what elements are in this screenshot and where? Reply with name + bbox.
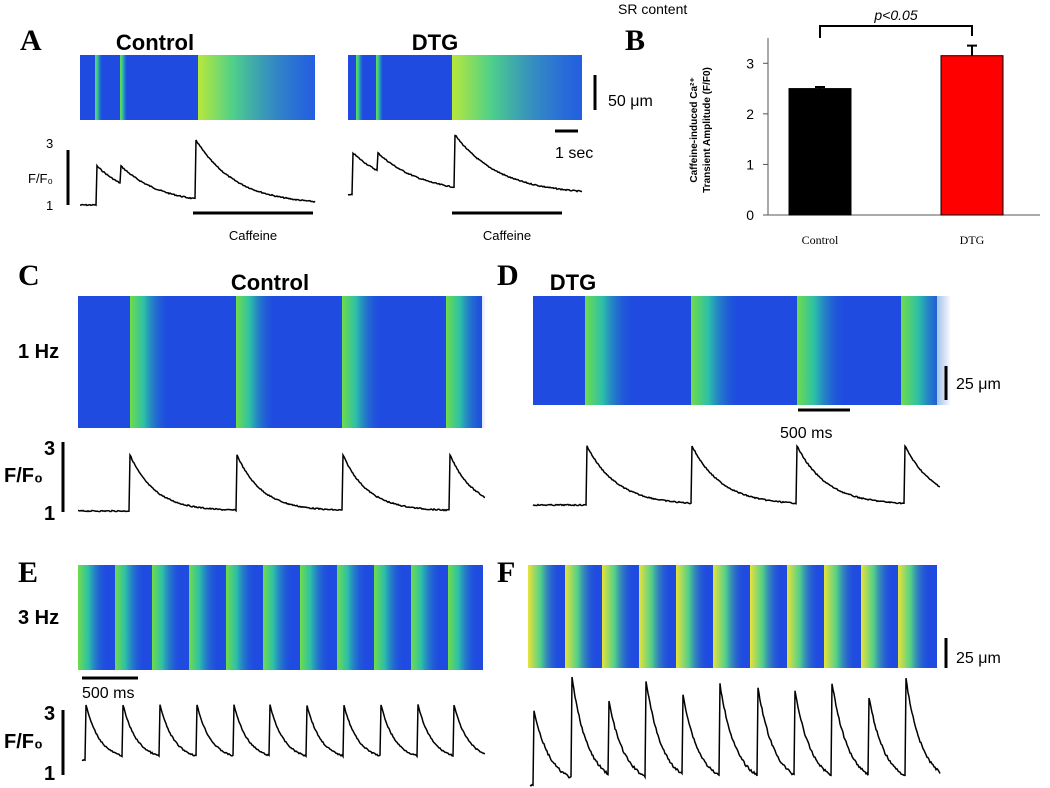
y-axis-label: Caffeine-induced Ca²⁺ (689, 77, 700, 182)
panel-letter: A (20, 24, 42, 57)
bar (940, 55, 1004, 216)
scale-label: 1 sec (555, 145, 593, 162)
linescan-band (602, 565, 634, 668)
y-label: 3 (44, 438, 55, 460)
linescan-band (639, 565, 671, 668)
linescan-band (861, 565, 893, 668)
panel-letter: B (625, 24, 645, 57)
linescan-band (120, 55, 128, 120)
trace (79, 139, 316, 207)
scale-label: 50 μm (608, 93, 653, 110)
linescan-band (898, 565, 930, 668)
scale-label: 25 μm (956, 376, 1001, 393)
linescan-band (676, 565, 708, 668)
linescan-band (691, 296, 741, 405)
panel-title: DTG (412, 30, 458, 55)
scale-label: 500 ms (780, 425, 832, 442)
trace (532, 443, 941, 507)
linescan-band (78, 565, 108, 670)
linescan-band (901, 296, 951, 405)
panel-title: Control (231, 270, 309, 295)
y-label: 1 (44, 503, 55, 525)
y-label: F/F₀ (4, 465, 43, 487)
linescan-band (189, 565, 219, 670)
y-label: 3 (46, 136, 53, 151)
significance-bracket (819, 25, 973, 38)
trace (347, 134, 583, 196)
panel-title: DTG (550, 270, 596, 295)
images (61, 55, 951, 787)
linescan-band (446, 296, 486, 428)
linescan-band (115, 565, 145, 670)
linescan-band (95, 55, 103, 120)
trace (529, 676, 941, 787)
annotation: p<0.05 (873, 7, 917, 23)
x-tick-label: Control (802, 233, 839, 247)
linescan-band (565, 565, 597, 668)
linescan-band (130, 296, 170, 428)
y-axis-label: Transient Amplitude (F/F0) (702, 67, 713, 193)
caffeine-label: Caffeine (483, 228, 531, 243)
scale-label: 500 ms (82, 685, 134, 702)
chart-title: SR content (618, 1, 687, 17)
trace (77, 452, 486, 513)
linescan-band (713, 565, 745, 668)
error-bar (967, 44, 977, 56)
linescan-band (198, 55, 315, 120)
panel-letter: C (18, 259, 40, 292)
linescan-band (236, 296, 276, 428)
panel-title: Control (116, 30, 194, 55)
linescan-band (585, 296, 635, 405)
y-label: 3 (44, 703, 55, 725)
linescan-band (374, 565, 404, 670)
y-label: F/F₀ (28, 171, 53, 186)
trace (81, 704, 486, 762)
y-label: 1 (44, 763, 55, 785)
y-tick-label: 3 (746, 55, 754, 71)
caffeine-label: Caffeine (229, 228, 277, 243)
panel-letter: F (497, 556, 515, 589)
linescan-band (797, 296, 847, 405)
linescan-band (750, 565, 782, 668)
y-label: F/F₀ (4, 731, 43, 753)
linescan-band (824, 565, 856, 668)
x-tick-label: DTG (960, 233, 985, 247)
y-tick-label: 2 (746, 106, 754, 122)
y-tick-label: 1 (746, 156, 754, 172)
bar (788, 88, 852, 216)
scale-label: 25 μm (956, 650, 1001, 667)
linescan-band (152, 565, 182, 670)
linescan-band (337, 565, 367, 670)
linescan-band (300, 565, 330, 670)
linescan-band (411, 565, 441, 670)
linescan-band (263, 565, 293, 670)
linescan-band (787, 565, 819, 668)
panel-letter: D (497, 259, 519, 292)
linescan-band (226, 565, 256, 670)
linescan-band (342, 296, 382, 428)
y-tick-label: 0 (746, 207, 754, 223)
rate-label: 3 Hz (18, 607, 59, 629)
linescan-band (376, 55, 384, 120)
linescan-band (356, 55, 364, 120)
rate-label: 1 Hz (18, 341, 59, 363)
panel-letter: E (18, 556, 38, 589)
linescan-band (448, 565, 478, 670)
y-label: 1 (46, 198, 53, 213)
linescan-band (452, 55, 582, 120)
linescan-band (528, 565, 560, 668)
error-bar (815, 86, 825, 89)
